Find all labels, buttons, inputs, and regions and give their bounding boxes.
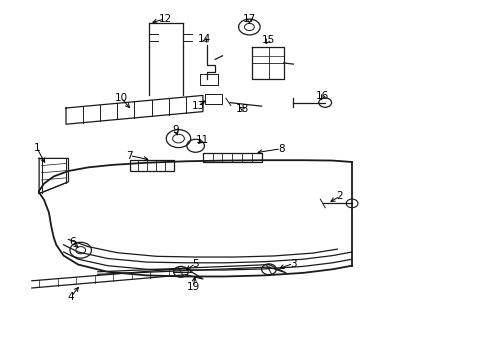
- Text: 14: 14: [197, 34, 211, 44]
- Text: 16: 16: [315, 91, 329, 102]
- Text: 11: 11: [196, 135, 209, 145]
- Text: 5: 5: [192, 258, 199, 269]
- Text: 10: 10: [115, 93, 127, 103]
- Text: 13: 13: [191, 101, 204, 111]
- Text: 17: 17: [242, 14, 256, 24]
- Text: 9: 9: [172, 125, 179, 135]
- Bar: [129, 160, 173, 171]
- Text: 1: 1: [33, 143, 40, 153]
- Text: 7: 7: [126, 150, 133, 161]
- Text: 15: 15: [261, 35, 274, 45]
- Text: 12: 12: [158, 14, 172, 24]
- Text: 3: 3: [289, 258, 296, 269]
- Text: 18: 18: [235, 104, 248, 114]
- Text: 6: 6: [69, 237, 76, 247]
- Text: 8: 8: [277, 144, 284, 154]
- Text: 2: 2: [336, 191, 343, 201]
- Text: 19: 19: [186, 282, 200, 292]
- Bar: [203, 153, 261, 162]
- Text: 4: 4: [67, 292, 74, 302]
